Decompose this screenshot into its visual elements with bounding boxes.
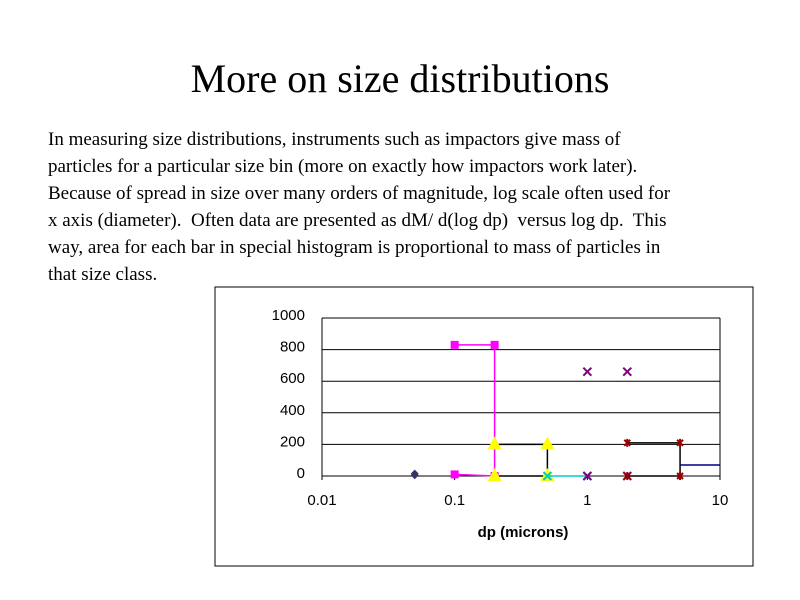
chart-frame <box>214 286 754 567</box>
y-tick-label: 1000 <box>272 307 305 324</box>
series-line <box>627 442 681 477</box>
x-tick-label: 10 <box>712 492 729 509</box>
x-tick-label: 1 <box>583 492 591 509</box>
marker <box>450 470 459 479</box>
marker <box>623 472 631 480</box>
marker <box>487 436 502 450</box>
marker <box>676 472 684 480</box>
body-line: particles for a particular size bin (mor… <box>48 156 638 177</box>
x-axis-label: dp (microns) <box>478 524 569 541</box>
body-line: Because of spread in size over many orde… <box>48 183 671 204</box>
series-line <box>494 443 549 477</box>
marker <box>676 438 684 447</box>
body-text: In measuring size distributions, instrum… <box>48 126 670 288</box>
slide-title: More on size distributions <box>190 56 610 101</box>
marker <box>487 468 502 481</box>
marker <box>623 438 631 447</box>
series-line <box>454 344 496 477</box>
marker <box>450 340 459 349</box>
marker <box>410 471 419 480</box>
y-tick-label: 800 <box>280 339 305 356</box>
marker <box>582 471 593 481</box>
y-tick-label: 200 <box>280 433 305 450</box>
body-line: In measuring size distributions, instrum… <box>48 129 621 150</box>
marker <box>540 468 555 481</box>
body-line: x axis (diameter). Often data are presen… <box>48 210 667 231</box>
marker <box>622 367 632 377</box>
y-tick-label: 0 <box>297 465 305 482</box>
x-tick-label: 0.01 <box>307 492 336 509</box>
marker <box>540 436 555 450</box>
x-tick-label: 0.1 <box>444 492 465 509</box>
marker <box>542 471 553 481</box>
body-line: way, area for each bar in special histog… <box>48 237 661 258</box>
marker <box>490 340 499 349</box>
marker <box>582 367 593 377</box>
y-tick-label: 600 <box>280 370 305 387</box>
y-tick-label: 400 <box>280 402 305 419</box>
body-line: that size class. <box>48 264 158 285</box>
